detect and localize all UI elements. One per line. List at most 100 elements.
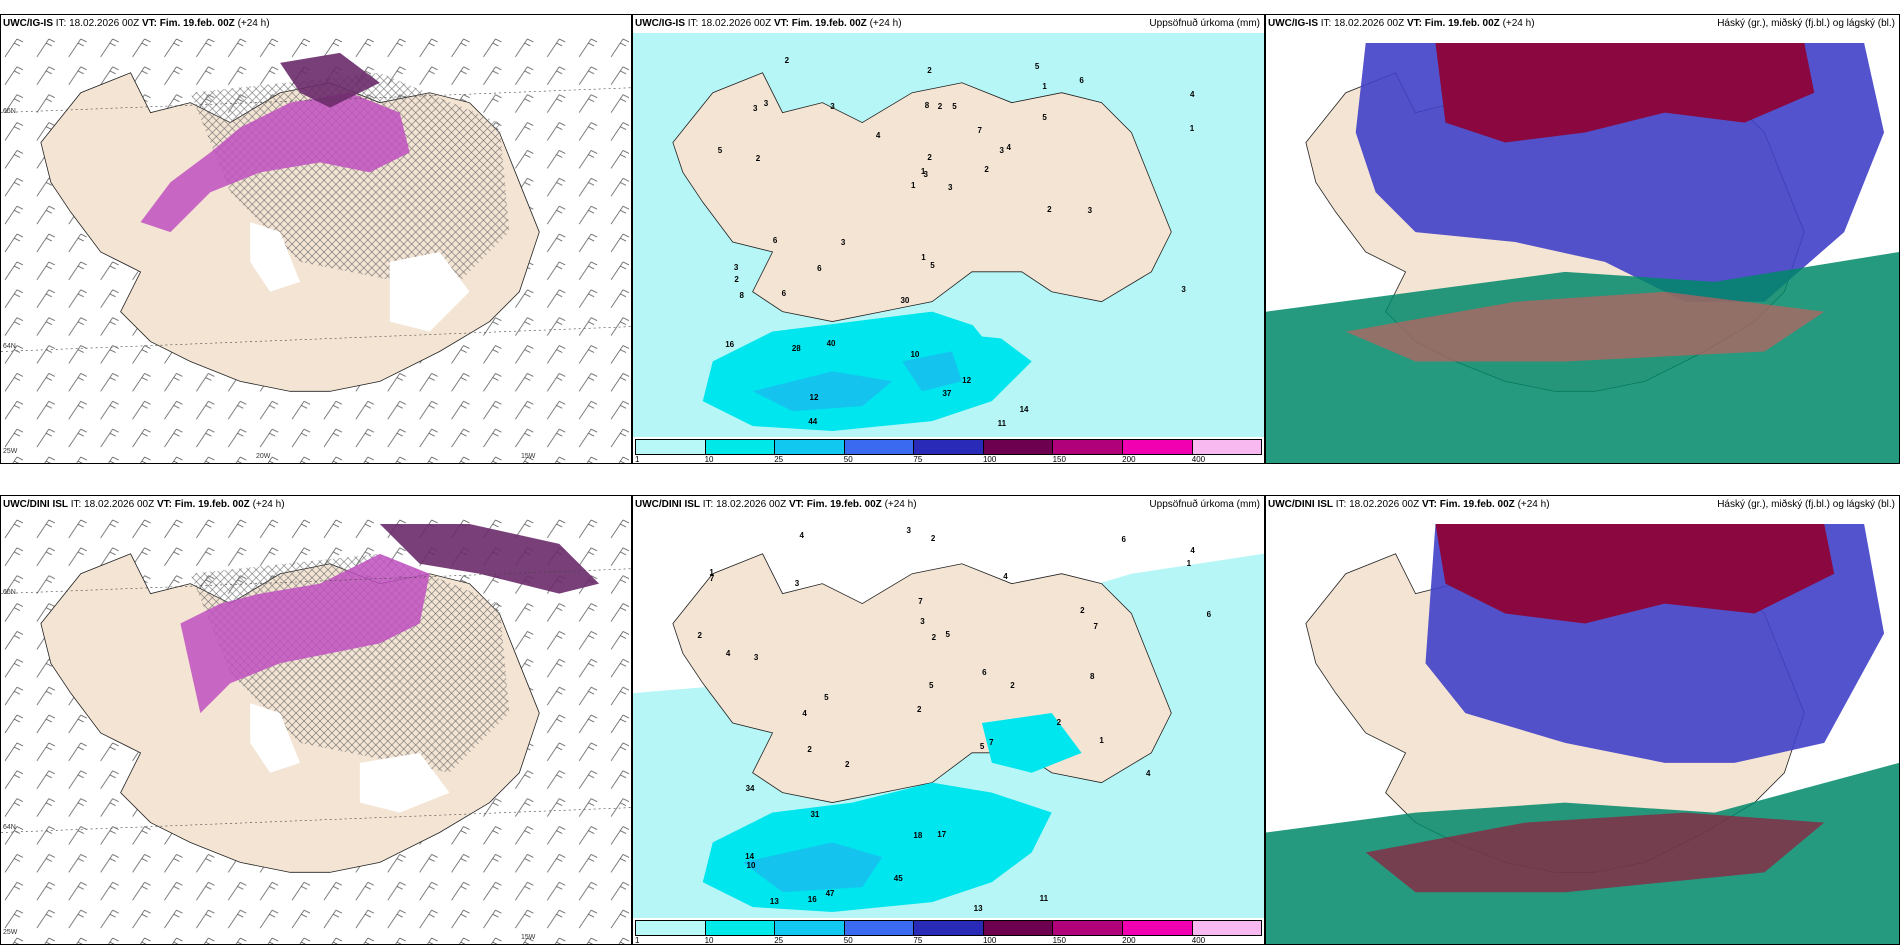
precip-value-label: 4 (1146, 769, 1151, 779)
precip-value-label: 5 (1034, 62, 1040, 72)
colorbar-label: 100 (982, 455, 997, 464)
lon-label-25: 25W (3, 448, 18, 455)
row2-precip-panel: UWC/DINI ISL IT: 18.02.2026 00Z VT: Fim.… (632, 495, 1265, 945)
colorbar-swatch (705, 921, 776, 935)
precip-value-label: 44 (808, 417, 818, 427)
precip-value-label: 12 (809, 392, 819, 402)
colorbar-swatches (635, 920, 1262, 936)
precip-value-label: 2 (927, 65, 932, 75)
colorbar-swatch (775, 440, 845, 454)
precip-value-label: 2 (844, 759, 850, 769)
precip-value-label: 4 (1006, 143, 1011, 153)
wind-map: 66N 64N 25W 15W (1, 514, 631, 944)
precip-value-label: 1 (709, 568, 714, 578)
precip-value-label: 6 (817, 264, 822, 274)
precip-title: Uppsöfnuð úrkoma (mm) (1149, 499, 1260, 510)
iceland-land (672, 72, 1172, 322)
colorbar-label: 100 (982, 936, 997, 945)
precip-value-label: 4 (875, 130, 881, 140)
precip-value-label: 4 (725, 649, 731, 659)
precip-value-label: 2 (930, 533, 936, 543)
precip-value-label: 4 (1003, 572, 1008, 582)
precip-value-label: 3 (948, 183, 953, 193)
panel-title: UWC/DINI ISL IT: 18.02.2026 00Z VT: Fim.… (1268, 499, 1550, 510)
panel-title: UWC/IG-IS IT: 18.02.2026 00Z VT: Fim. 19… (635, 18, 902, 29)
precip-value-label: 16 (807, 895, 817, 905)
colorbar-label: 400 (1191, 455, 1206, 464)
precip-value-label: 14 (1019, 404, 1029, 414)
lat-label-64: 64N (3, 343, 16, 350)
precip-value-label: 31 (810, 809, 820, 819)
colorbar-label: 150 (1052, 936, 1066, 945)
precip-value-label: 2 (1010, 680, 1015, 690)
row2-cloud-panel: UWC/DINI ISL IT: 18.02.2026 00Z VT: Fim.… (1265, 495, 1900, 945)
precip-value-label: 1 (921, 252, 926, 262)
precip-value-label: 5 (928, 680, 934, 690)
precip-value-label: 2 (937, 102, 943, 111)
colorbar-labels: 1 10 25 50 75 100 150 200 400 (635, 455, 1262, 463)
precip-value-label: 3 (763, 98, 769, 108)
panel-title: UWC/IG-IS IT: 18.02.2026 00Z VT: Fim. 19… (3, 18, 270, 29)
precip-value-label: 45 (893, 874, 903, 884)
precip-value-label: 30 (900, 296, 910, 306)
colorbar-label: 10 (704, 936, 714, 945)
colorbar-swatch (1192, 921, 1262, 935)
precip-value-label: 1 (1099, 735, 1104, 745)
precip-value-label: 3 (1087, 206, 1093, 216)
colorbar-swatch (844, 921, 915, 935)
colorbar-label: 50 (843, 936, 853, 945)
precip-value-label: 8 (1090, 672, 1095, 682)
precip-value-label: 5 (717, 146, 723, 156)
precip-value-label: 7 (918, 597, 923, 607)
precip-title: Uppsöfnuð úrkoma (mm) (1149, 18, 1260, 29)
precip-value-label: 2 (784, 55, 790, 65)
cloud-title: Háský (gr.), miðský (fj.bl.) og lágský (… (1717, 499, 1895, 510)
lon-label-15: 15W (521, 453, 536, 460)
precip-value-label: 47 (825, 889, 835, 899)
precip-map: 3 3 3 3 3 3 5 5 1 2 2 3 2 4 1 5 6 8 7 6 4 2 6 2 4 3 3 2 5 2 1 1 1 2 3 6 12 11… (633, 33, 1264, 437)
precip-value-label: 3 (753, 652, 759, 662)
precip-value-label: 2 (755, 154, 761, 164)
colorbar-label: 75 (913, 936, 923, 945)
precip-value-label: 5 (945, 630, 950, 640)
precip-value-label: 1 (1042, 82, 1047, 92)
precip-value-label: 18 (913, 831, 923, 841)
precip-value-label: 2 (916, 705, 922, 715)
cloud-map (1266, 33, 1899, 463)
colorbar-swatch (983, 440, 1054, 454)
precip-value-label: 2 (807, 745, 812, 755)
precip-value-label: 7 (1093, 622, 1098, 632)
row1-cloud-panel: UWC/IG-IS IT: 18.02.2026 00Z VT: Fim. 19… (1265, 14, 1900, 464)
colorbar-label: 25 (774, 455, 784, 464)
precip-value-label: 6 (1206, 610, 1212, 620)
precip-value-label: 37 (942, 388, 952, 398)
colorbar-swatch (1053, 440, 1123, 454)
precip-value-label: 40 (826, 339, 836, 349)
lon-label-15: 15W (521, 934, 536, 941)
precip-value-label: 1 (911, 180, 916, 190)
precip-value-label: 3 (733, 262, 739, 272)
colorbar-label: 150 (1052, 455, 1066, 464)
row1-precip-panel: UWC/IG-IS IT: 18.02.2026 00Z VT: Fim. 19… (632, 14, 1265, 464)
colorbar-label: 1 (635, 455, 640, 464)
precip-value-label: 14 (745, 852, 755, 862)
precip-value-label: 5 (824, 692, 829, 702)
precip-value-label: 2 (697, 630, 702, 640)
precip-value-label: 3 (830, 102, 835, 112)
precip-value-label: 28 (791, 344, 801, 354)
lat-label-66: 66N (3, 589, 16, 596)
colorbar-swatch (914, 921, 984, 935)
precip-value-label: 10 (746, 860, 756, 870)
precip-value-label: 7 (709, 574, 715, 584)
precip-value-label: 6 (982, 668, 987, 678)
snow-band-north (180, 553, 430, 714)
panel-title: UWC/DINI ISL IT: 18.02.2026 00Z VT: Fim.… (3, 499, 285, 510)
lon-label-25: 25W (3, 929, 18, 936)
colorbar-swatch (1053, 921, 1123, 935)
lon-label-20: 20W (256, 453, 271, 460)
colorbar-label: 200 (1122, 936, 1136, 945)
colorbar-label: 400 (1191, 936, 1206, 945)
precip-value-label: 11 (997, 418, 1007, 428)
precip-value-label: 6 (1079, 75, 1084, 85)
precip-value-label: 3 (906, 526, 911, 536)
